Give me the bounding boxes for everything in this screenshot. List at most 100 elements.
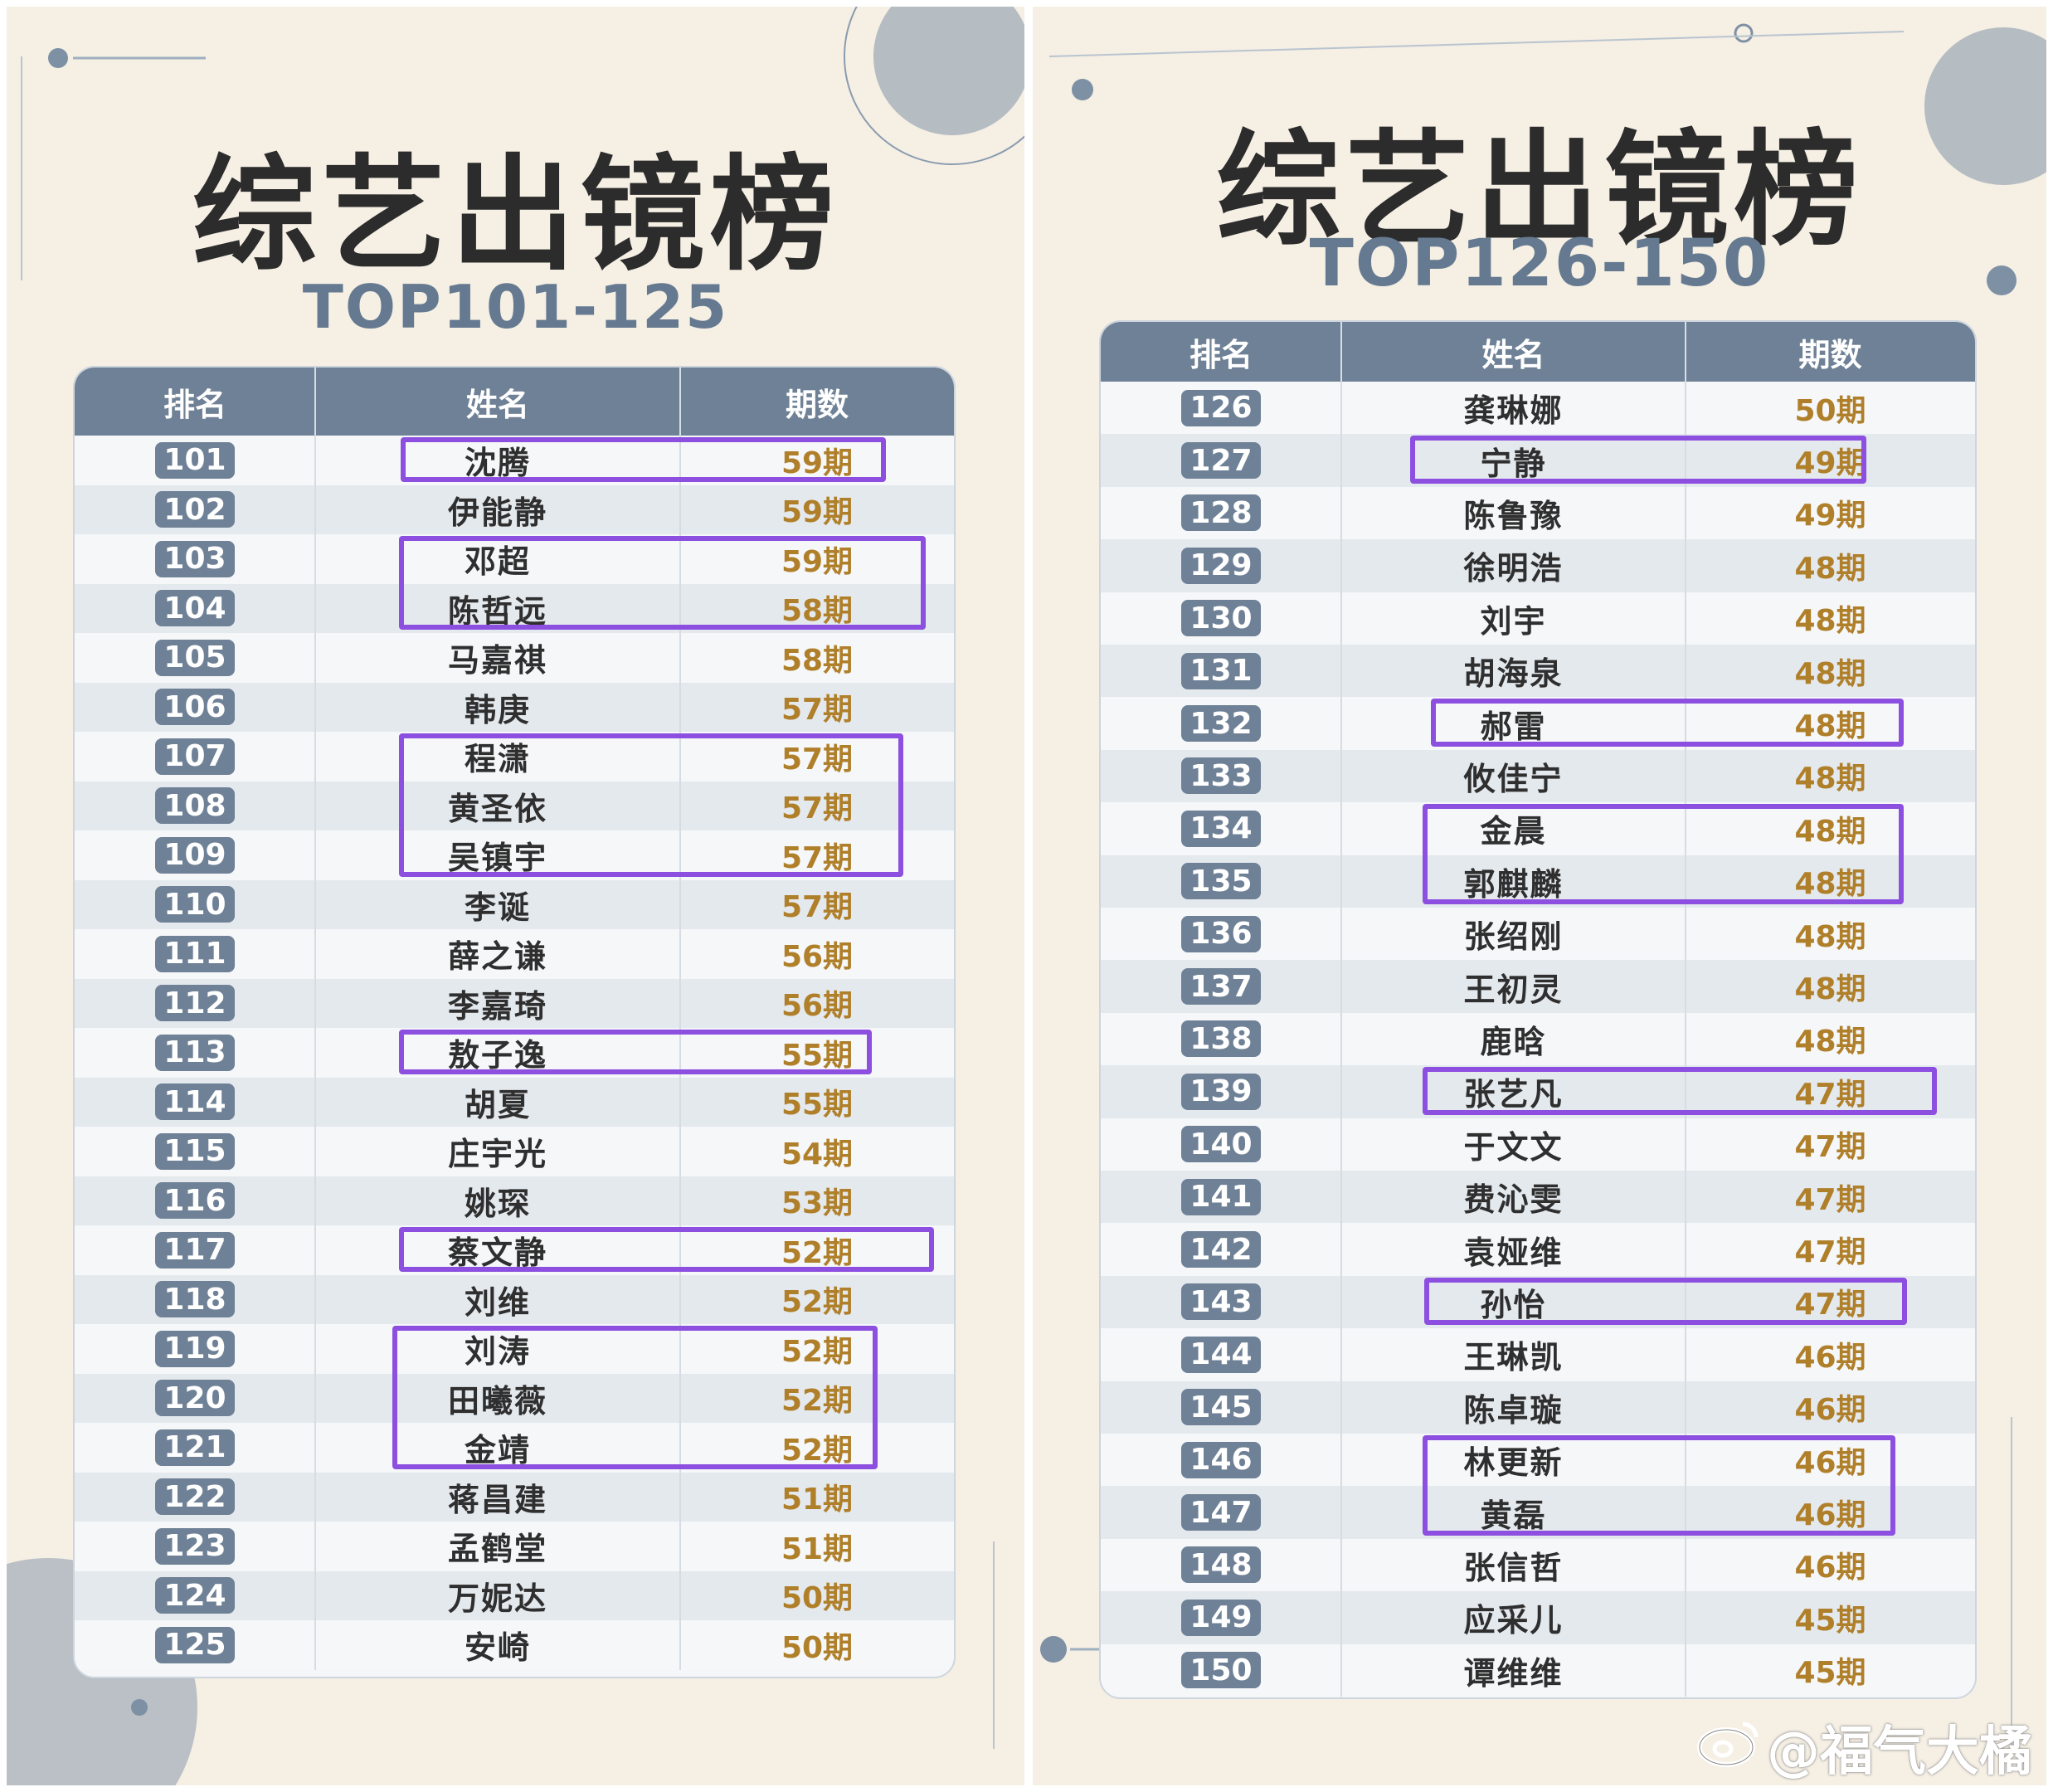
rank-badge: 112 [155, 985, 235, 1022]
watermark-text: @福气大橘 [1767, 1721, 2032, 1783]
name-cell: 韩庚 [464, 691, 531, 728]
rank-badge: 107 [155, 738, 235, 775]
table-row: 122 蒋昌建 51期 [75, 1472, 954, 1522]
rank-cell: 146 [1101, 1434, 1341, 1486]
rank-cell: 122 [75, 1473, 315, 1522]
rank-badge: 111 [155, 935, 235, 972]
name-cell: 敖子逸 [447, 1037, 547, 1074]
rank-cell: 115 [75, 1127, 315, 1176]
rank-cell: 147 [1101, 1486, 1341, 1538]
table-row: 138 鹿晗 48期 [1101, 1012, 1975, 1066]
count-cell: 46期 [1794, 1393, 1866, 1428]
count-cell: 46期 [1794, 1340, 1866, 1375]
rank-cell: 119 [75, 1324, 315, 1374]
column-divider [679, 436, 681, 1670]
ranking-card-left: 综艺出镜榜 TOP101-125 排名 姓名 期数 101 沈腾 59期 102 伊能静 59期… [7, 7, 1024, 1785]
rank-cell: 142 [1101, 1223, 1341, 1275]
count-cell: 46期 [1794, 1498, 1866, 1533]
name-cell: 田曦薇 [447, 1382, 547, 1419]
rank-badge: 136 [1181, 915, 1261, 952]
rank-badge: 125 [155, 1626, 235, 1663]
count-cell: 55期 [781, 1038, 854, 1073]
rank-badge: 130 [1181, 600, 1261, 637]
name-cell: 刘涛 [464, 1333, 531, 1371]
rank-badge: 121 [155, 1429, 235, 1466]
rank-badge: 114 [155, 1083, 235, 1121]
count-cell: 48期 [1794, 867, 1866, 902]
rank-cell: 102 [75, 485, 315, 535]
name-cell: 庄宇光 [447, 1136, 547, 1173]
rank-cell: 103 [75, 534, 315, 584]
rank-cell: 114 [75, 1078, 315, 1127]
count-cell: 50期 [781, 1630, 854, 1665]
table-row: 116 姚琛 53期 [75, 1176, 954, 1225]
count-cell: 47期 [1794, 1130, 1866, 1165]
name-cell: 王琳凯 [1463, 1339, 1564, 1376]
name-cell: 刘维 [464, 1283, 531, 1321]
count-cell: 57期 [781, 840, 854, 875]
name-cell: 袁娅维 [1463, 1234, 1564, 1271]
rank-badge: 119 [155, 1330, 235, 1367]
table-row: 123 孟鹤堂 51期 [75, 1522, 954, 1571]
count-cell: 48期 [1794, 814, 1866, 849]
column-divider [1685, 382, 1686, 1697]
table-row: 106 韩庚 57期 [75, 682, 954, 733]
page-subtitle: TOP126-150 [1309, 226, 1770, 301]
name-cell: 黄圣依 [447, 790, 547, 827]
header-name: 姓名 [465, 386, 529, 423]
highlight-box [1423, 1067, 1937, 1115]
table-row: 120 田曦薇 52期 [75, 1373, 954, 1423]
rank-cell: 134 [1101, 802, 1341, 855]
rank-badge: 127 [1181, 442, 1261, 480]
rank-badge: 143 [1181, 1283, 1261, 1321]
count-cell: 49期 [1794, 499, 1866, 533]
count-cell: 57期 [781, 890, 854, 925]
rank-badge: 140 [1181, 1126, 1261, 1163]
column-divider [314, 436, 316, 1670]
rank-badge: 118 [155, 1281, 235, 1318]
count-cell: 48期 [1794, 709, 1866, 744]
count-cell: 47期 [1794, 1235, 1866, 1270]
page-subtitle: TOP101-125 [302, 272, 729, 342]
rank-cell: 112 [75, 979, 315, 1029]
count-cell: 57期 [781, 693, 854, 728]
name-cell: 薛之谦 [447, 938, 547, 976]
name-cell: 徐明浩 [1463, 550, 1564, 587]
rank-badge: 148 [1181, 1546, 1261, 1584]
count-cell: 48期 [1794, 762, 1866, 796]
rank-badge: 131 [1181, 652, 1261, 689]
rank-cell: 106 [75, 683, 315, 733]
name-cell: 程潇 [464, 741, 531, 778]
rank-cell: 145 [1101, 1381, 1341, 1434]
header-count: 期数 [1798, 336, 1862, 373]
highlight-box [399, 733, 903, 877]
table-row: 146 林更新 46期 [1101, 1434, 1975, 1487]
rank-cell: 136 [1101, 908, 1341, 960]
count-cell: 47期 [1794, 1288, 1866, 1322]
rank-cell: 150 [1101, 1644, 1341, 1697]
rank-cell: 129 [1101, 539, 1341, 592]
rank-cell: 141 [1101, 1171, 1341, 1223]
rank-badge: 137 [1181, 968, 1261, 1006]
highlight-box [1410, 436, 1866, 484]
rank-cell: 143 [1101, 1276, 1341, 1328]
rank-badge: 129 [1181, 547, 1261, 584]
rank-cell: 127 [1101, 434, 1341, 486]
name-cell: 谭维维 [1463, 1654, 1564, 1692]
table-row: 124 万妮达 50期 [75, 1570, 954, 1620]
rank-badge: 102 [155, 491, 235, 528]
name-cell: 姚琛 [464, 1185, 531, 1222]
table-row: 130 刘宇 48期 [1101, 592, 1975, 645]
table-row: 140 于文文 47期 [1101, 1118, 1975, 1171]
table-row: 147 黄磊 46期 [1101, 1486, 1975, 1539]
table-row: 105 马嘉祺 58期 [75, 633, 954, 683]
page-title: 综艺出镜榜 [192, 144, 839, 288]
rank-badge: 103 [155, 540, 235, 577]
name-cell: 安崎 [464, 1629, 531, 1667]
name-cell: 伊能静 [447, 494, 547, 531]
rank-badge: 108 [155, 787, 235, 825]
table-row: 107 程潇 57期 [75, 732, 954, 782]
name-cell: 万妮达 [447, 1580, 547, 1617]
count-cell: 56期 [781, 939, 854, 974]
name-cell: 龚琳娜 [1463, 392, 1564, 430]
